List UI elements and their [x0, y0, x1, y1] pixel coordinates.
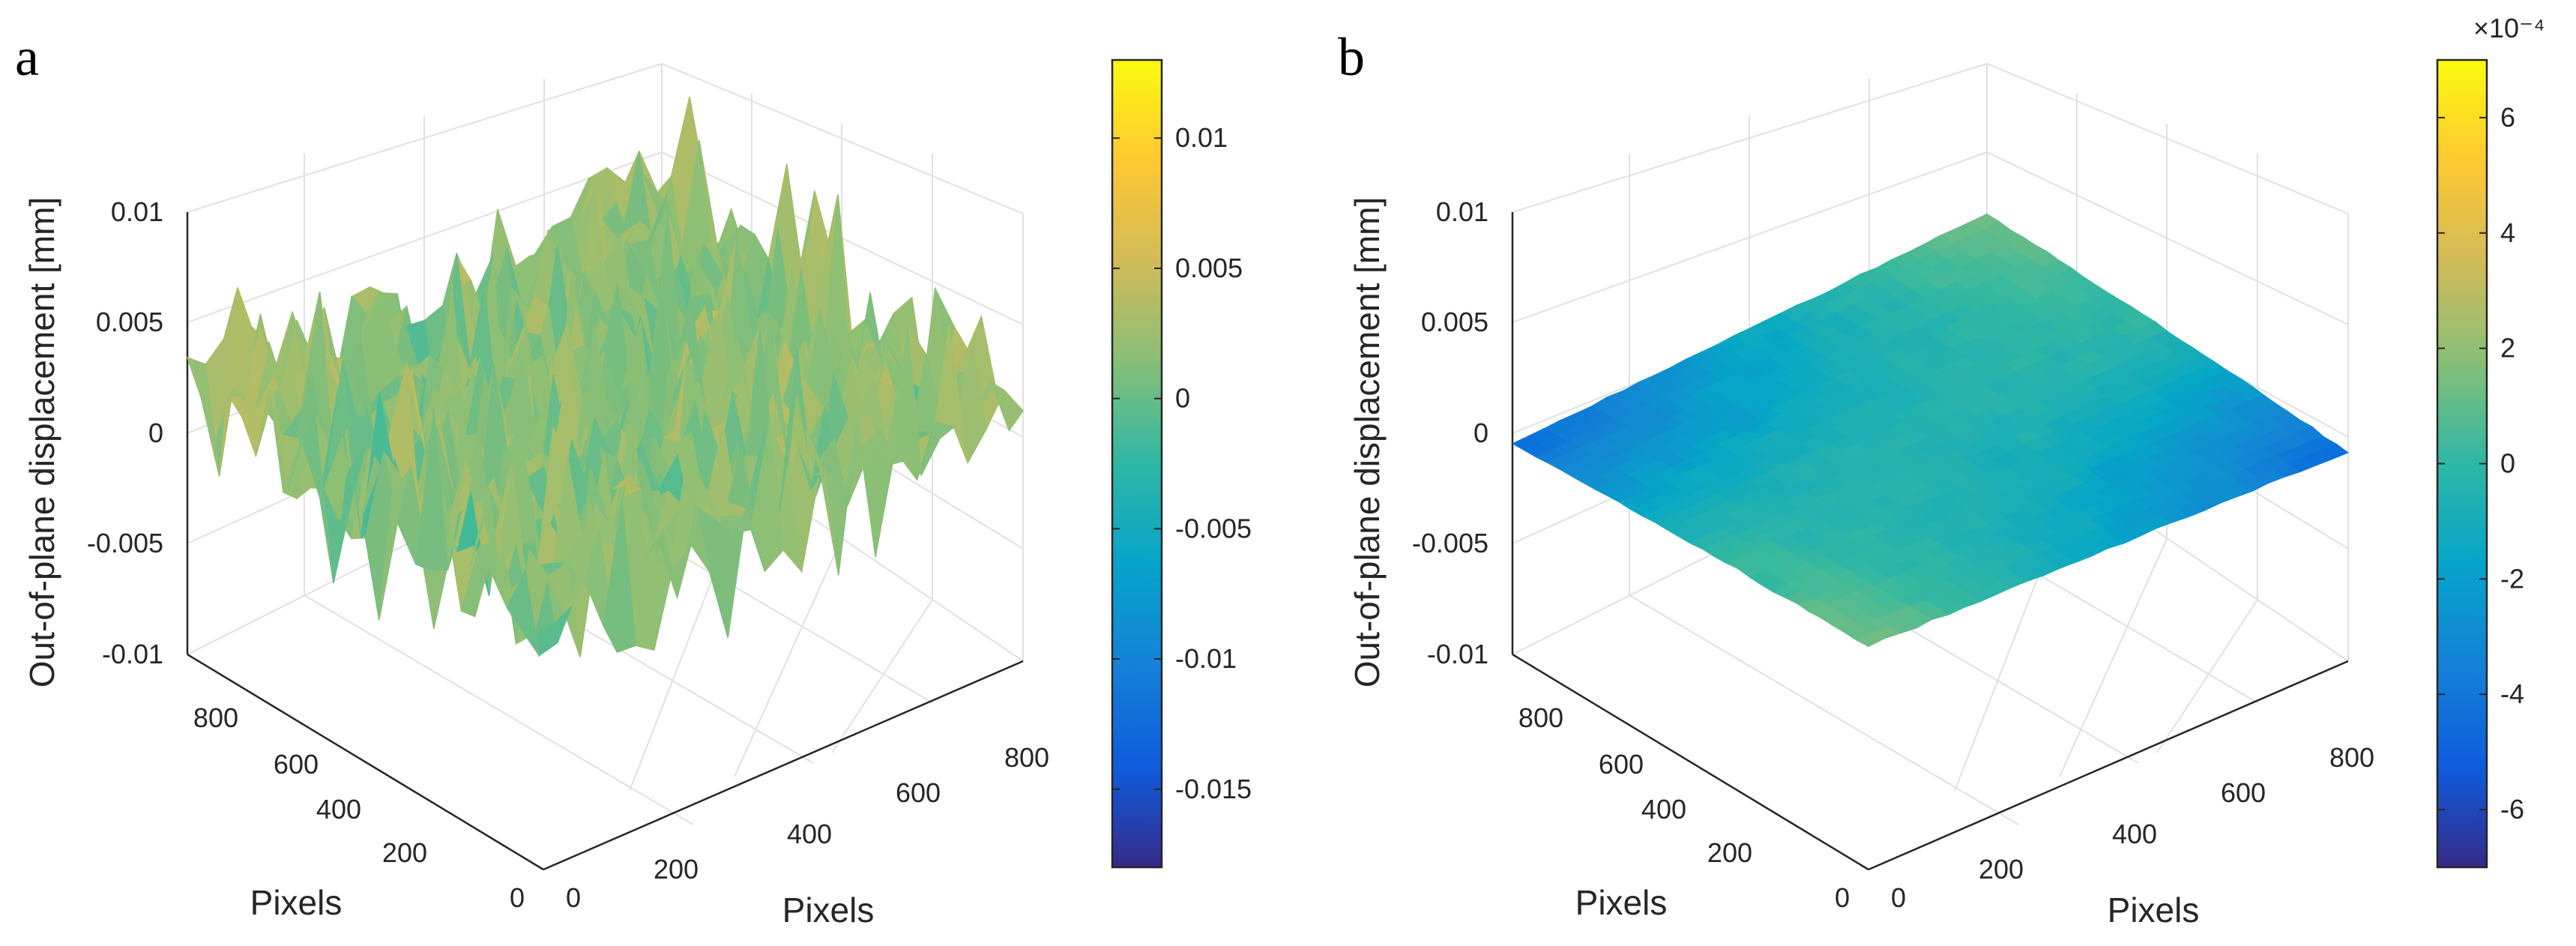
panel-letter-b: b: [1338, 27, 1365, 87]
colorbar-tick-label: -0.015: [1175, 774, 1252, 804]
z-tick-label: -0.005: [1412, 528, 1488, 558]
z-tick-label: -0.01: [102, 639, 163, 669]
surface-a-patch: [214, 387, 247, 441]
colorbar-b: ×10⁻⁴ -6 -4 -2 0 2 4 6: [2436, 13, 2545, 869]
left-axis-label-b: Pixels: [1575, 883, 1668, 922]
right-tick-label: 200: [1979, 854, 2024, 885]
surface-b: [1511, 213, 2350, 648]
z-tick-label: 0.005: [1421, 307, 1488, 337]
left-tick-label: 800: [1518, 702, 1563, 733]
right-tick-label: 400: [2112, 819, 2157, 849]
surface-a-patch: [731, 507, 766, 572]
panel-a: a: [15, 27, 1252, 930]
colorbar-tick-label: 4: [2500, 217, 2515, 248]
z-tick-label: 0.01: [111, 196, 163, 227]
left-tick-label: 800: [193, 702, 238, 733]
right-tick-label: 600: [896, 777, 941, 808]
left-tick-label: 200: [382, 837, 427, 868]
colorbar-tick-label: 0: [2500, 448, 2515, 479]
surface-a-patch: [842, 421, 876, 558]
colorbar-b-gradient: [2436, 58, 2488, 869]
z-tick-label: 0.005: [96, 307, 163, 337]
surface-a-patch: [920, 421, 956, 475]
surface-a: [186, 96, 1024, 658]
surface-a-patch: [576, 322, 609, 479]
colorbar-tick-label: 0.01: [1175, 122, 1228, 153]
surface-a-patch: [186, 356, 220, 477]
surface-a-patch: [847, 427, 881, 505]
right-axis-label-b: Pixels: [2108, 891, 2200, 930]
z-axis-ticks-b: 0.01 0.005 0 -0.005 -0.01: [1412, 196, 1488, 669]
surface-a-patch: [851, 292, 885, 397]
z-tick-label: 0.01: [1436, 196, 1488, 227]
colorbar-tick-label: 2: [2500, 333, 2515, 364]
surface-a-patch: [328, 360, 362, 538]
z-tick-label: 0: [148, 418, 163, 448]
panel-letter-a: a: [15, 27, 39, 87]
surface-a-patch: [537, 606, 572, 657]
surface-a-patch: [575, 180, 609, 334]
surface-a-patch: [676, 505, 711, 598]
right-tick-label: 800: [2329, 742, 2374, 773]
colorbar-tick-label: -4: [2500, 678, 2524, 709]
colorbar-tick-label: 6: [2500, 102, 2515, 133]
right-axis-label-a: Pixels: [782, 891, 875, 930]
left-axis-ticks-a: 800 600 400 200 0: [193, 702, 525, 913]
surface-a-patch: [888, 325, 923, 476]
surface-a-patch: [506, 568, 540, 656]
colorbar-tick-label: -6: [2500, 794, 2524, 825]
left-tick-label: 400: [1641, 794, 1686, 825]
surface-a-patch: [603, 498, 636, 654]
colorbar-a-gradient: [1111, 58, 1163, 869]
colorbar-b-exponent: ×10⁻⁴: [2473, 13, 2545, 43]
surface-a-patch: [778, 394, 812, 543]
right-tick-label: 0: [1891, 882, 1906, 913]
right-tick-label: 400: [787, 819, 832, 849]
left-tick-label: 0: [510, 882, 525, 913]
z-tick-label: 0: [1473, 418, 1488, 448]
surface-a-patch: [497, 286, 531, 418]
left-axis-label-a: Pixels: [250, 883, 343, 922]
colorbar-tick-label: 0.005: [1175, 253, 1243, 283]
right-axis-ticks-b: 0 200 400 600 800: [1891, 742, 2374, 913]
surface-a-patch: [333, 445, 367, 583]
z-axis-label-a: Out-of-plane displacement [mm]: [22, 197, 61, 688]
colorbar-a: -0.015 -0.01 -0.005 0 0.005 0.01: [1111, 58, 1252, 869]
surface-b-patch: [1856, 633, 1886, 648]
panel-b: b: [1338, 13, 2545, 930]
left-axis-ticks-b: 800 600 400 200 0: [1518, 702, 1850, 913]
right-tick-label: 800: [1004, 742, 1049, 773]
z-tick-label: -0.01: [1427, 639, 1488, 669]
surface-a-patch: [806, 430, 839, 576]
left-tick-label: 400: [316, 794, 361, 825]
right-tick-label: 600: [2221, 777, 2266, 808]
colorbar-tick-label: -2: [2500, 563, 2524, 594]
right-tick-label: 0: [566, 882, 581, 913]
z-tick-label: -0.005: [87, 528, 163, 558]
colorbar-tick-label: -0.005: [1175, 513, 1252, 543]
surface-a-patch: [414, 408, 449, 571]
surface-a-patch: [218, 287, 253, 477]
left-tick-label: 0: [1835, 882, 1850, 913]
colorbar-tick-label: -0.01: [1175, 643, 1237, 674]
colorbar-tick-label: 0: [1175, 383, 1190, 414]
right-tick-label: 200: [654, 854, 699, 885]
z-axis-label-b: Out-of-plane displacement [mm]: [1348, 197, 1387, 688]
right-axis-ticks-a: 0 200 400 600 800: [566, 742, 1049, 913]
left-tick-label: 200: [1707, 837, 1752, 868]
left-tick-label: 600: [274, 749, 319, 780]
z-axis-ticks-a: 0.01 0.005 0 -0.005 -0.01: [87, 196, 163, 669]
surface-a-patch: [456, 492, 490, 596]
surface-a-patch: [976, 380, 1010, 431]
surface-a-patch: [547, 562, 581, 658]
left-tick-label: 600: [1599, 749, 1644, 780]
